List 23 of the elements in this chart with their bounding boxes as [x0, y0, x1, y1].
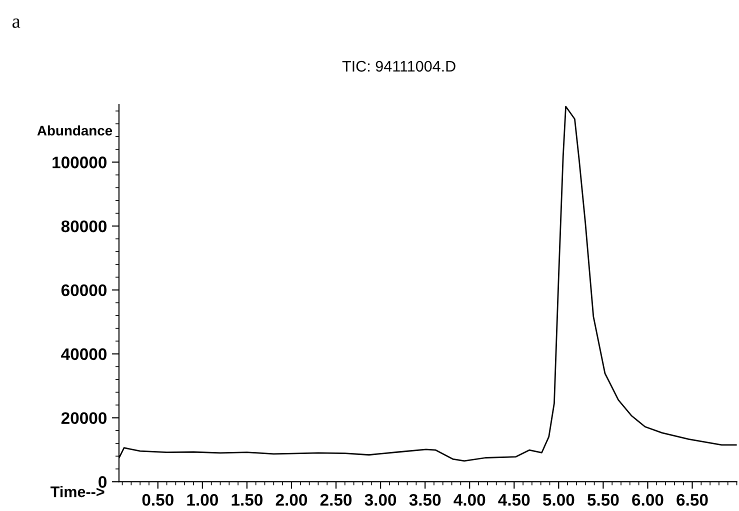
x-tick-label: 3.00 [364, 494, 396, 506]
x-tick-label: 2.00 [276, 494, 308, 506]
x-tick-label: 5.50 [587, 494, 619, 506]
y-tick-label: 0 [98, 476, 106, 488]
x-tick-label: 2.50 [320, 494, 352, 506]
x-tick-label: 6.00 [632, 494, 664, 506]
chart-title: TIC: 94111004.D [342, 60, 456, 72]
y-tick-label: 80000 [61, 220, 106, 232]
x-tick-label: 0.50 [142, 494, 174, 506]
y-axis-title: Abundance [37, 125, 112, 136]
x-tick-label: 1.50 [232, 494, 262, 506]
y-tick-label: 40000 [61, 348, 106, 360]
text: a [12, 18, 20, 28]
x-axis-title: Time--> [50, 486, 104, 498]
y-tick-label: 20000 [61, 412, 106, 424]
x-tick-label: 1.00 [187, 494, 218, 506]
x-tick-label: 5.00 [542, 494, 574, 506]
x-tick-label: 6.50 [676, 494, 708, 506]
x-tick-label: 4.00 [454, 494, 486, 506]
y-tick-label: 100000 [52, 156, 106, 168]
x-tick-label: 4.50 [498, 494, 530, 506]
y-tick-label: 60000 [61, 284, 106, 296]
x-tick-label: 3.50 [409, 494, 441, 506]
